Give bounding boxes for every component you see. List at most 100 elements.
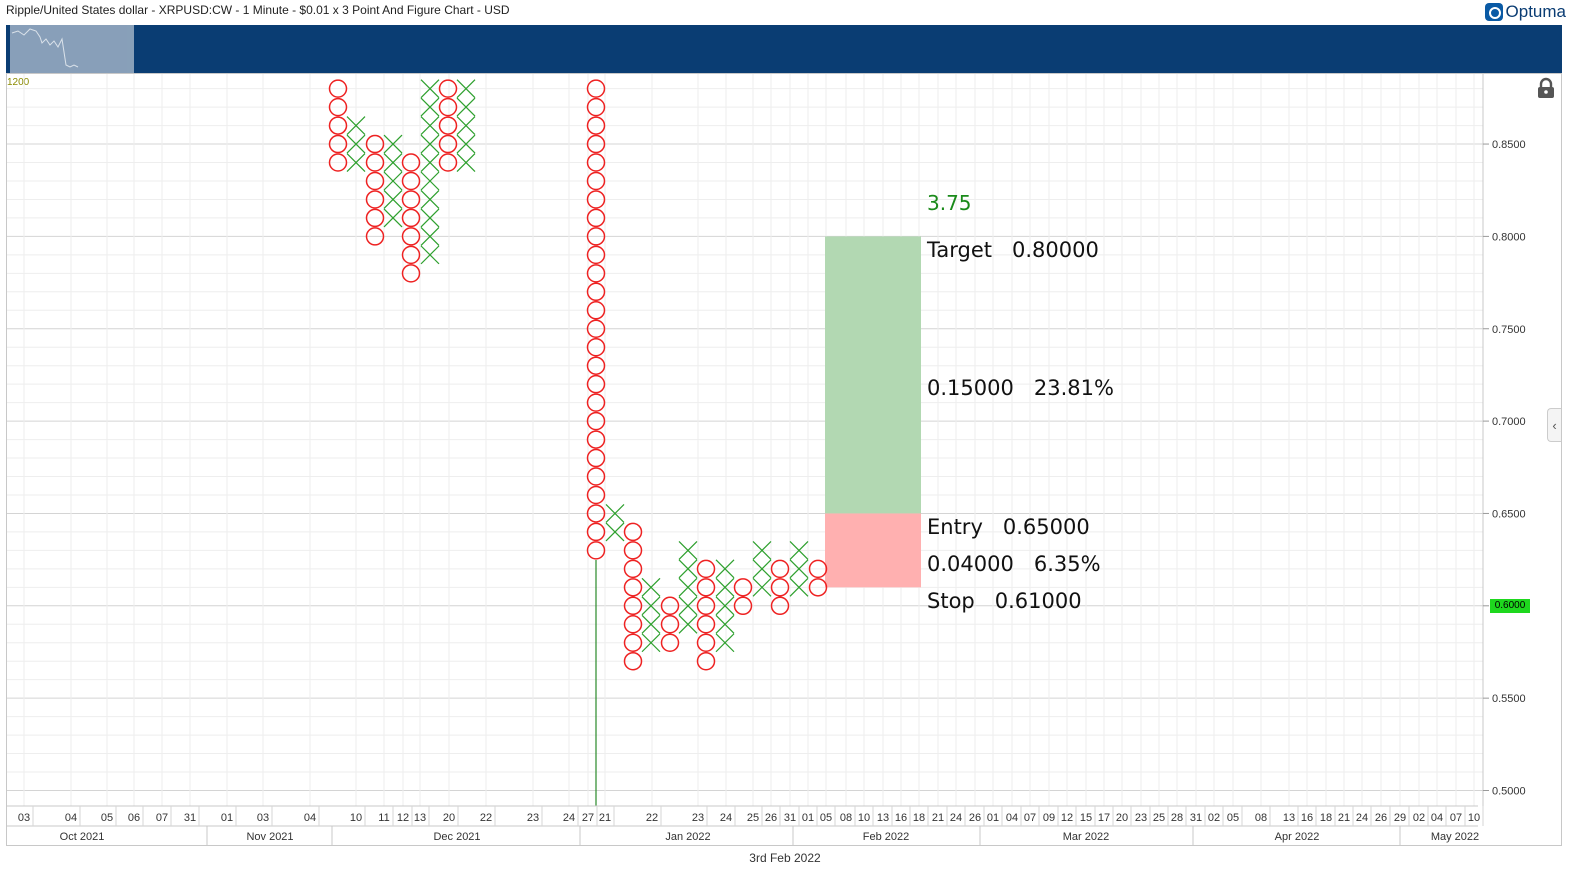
x-box [456,134,476,154]
month-label: Apr 2022 [1275,831,1320,843]
navigator-window[interactable] [10,25,134,73]
o-box [586,430,606,449]
date-tick-label: 09 [1043,812,1055,824]
date-tick-label: 13 [1283,812,1295,824]
x-box [383,134,403,154]
price-tick-label: 0.6500 [1492,508,1526,520]
x-box [641,596,661,616]
date-tick-label: 03 [257,812,269,824]
x-box [605,522,625,542]
date-tick-label: 02 [1208,812,1220,824]
date-tick-label: 26 [1375,812,1387,824]
o-box [586,116,606,135]
o-box [586,190,606,209]
reward-zone [825,236,921,514]
date-tick-label: 01 [987,812,999,824]
o-box [328,134,348,154]
x-box [456,97,476,117]
optuma-logo: Optuma [1484,2,1566,22]
date-tick-label: 02 [1413,812,1425,824]
date-tick-label: 24 [720,812,732,824]
o-box [770,559,790,579]
date-tick-label: 27 [582,812,594,824]
o-box [586,485,606,505]
chart-title: Ripple/United States dollar - XRPUSD:CW … [6,3,510,17]
o-box [770,596,790,616]
month-label: Dec 2021 [433,831,480,843]
x-box [420,134,440,154]
date-tick-label: 04 [304,812,316,824]
date-tick-label: 10 [858,812,870,824]
x-box [715,614,735,634]
level-label: 1200 [7,77,30,88]
count-label: 3.75 [927,191,972,215]
month-label: Mar 2022 [1063,831,1109,843]
o-box [586,134,606,154]
navigator-sparkline [11,28,79,68]
x-box [383,190,403,209]
x-box [420,190,440,209]
date-tick-label: 18 [1320,812,1332,824]
o-box [586,374,606,394]
x-box [383,171,403,191]
x-box [789,540,809,560]
o-box [586,282,606,302]
lock-icon[interactable] [1535,77,1557,99]
o-box [623,559,643,579]
x-box [678,540,698,560]
o-box [401,208,421,228]
date-tick-label: 22 [646,812,658,824]
o-box [401,171,421,191]
o-box [808,559,828,579]
o-box [586,264,606,283]
o-box [438,97,458,117]
x-box [678,577,698,597]
date-tick-label: 01 [802,812,814,824]
chart-area[interactable] [6,73,1562,846]
navigator-bar[interactable] [6,25,1562,73]
date-tick-label: 11 [378,812,389,824]
footer-date: 3rd Feb 2022 [749,851,821,865]
o-box [328,116,348,135]
reward-label: 0.15000 23.81% [927,376,1114,400]
x-box [456,116,476,136]
date-tick-label: 13 [877,812,889,824]
price-tick-label: 0.7000 [1492,416,1526,428]
o-box [586,522,606,542]
o-box [438,134,458,154]
collapse-panel-icon[interactable]: ‹ [1547,408,1561,442]
o-box [586,227,606,246]
o-box [696,596,716,616]
o-box [365,171,385,191]
x-box [789,577,809,597]
date-tick-label: 05 [101,812,113,824]
o-box [586,97,606,117]
price-tick-label: 0.7500 [1492,324,1526,336]
o-box [586,356,606,375]
date-tick-label: 21 [1338,812,1350,824]
month-label: May 2022 [1431,831,1479,843]
o-box [365,153,385,172]
optuma-logo-icon [1484,3,1503,21]
date-tick-label: 26 [765,812,777,824]
date-tick-label: 01 [221,812,233,824]
o-box [586,79,606,98]
date-tick-label: 25 [1153,812,1165,824]
x-box [456,79,476,99]
o-box [623,633,643,652]
date-tick-label: 16 [895,812,907,824]
o-box [586,411,606,431]
x-box [420,97,440,117]
o-box [365,227,385,246]
o-box [660,596,680,616]
x-box [641,577,661,597]
o-box [623,578,643,597]
o-box [328,79,348,98]
date-tick-label: 07 [1450,812,1462,824]
stop-label: Stop 0.61000 [927,589,1082,613]
date-tick-label: 22 [480,812,492,824]
date-tick-label: 29 [1394,812,1406,824]
date-tick-label: 20 [1116,812,1128,824]
entry-label: Entry 0.65000 [927,515,1090,539]
x-box [752,577,772,597]
